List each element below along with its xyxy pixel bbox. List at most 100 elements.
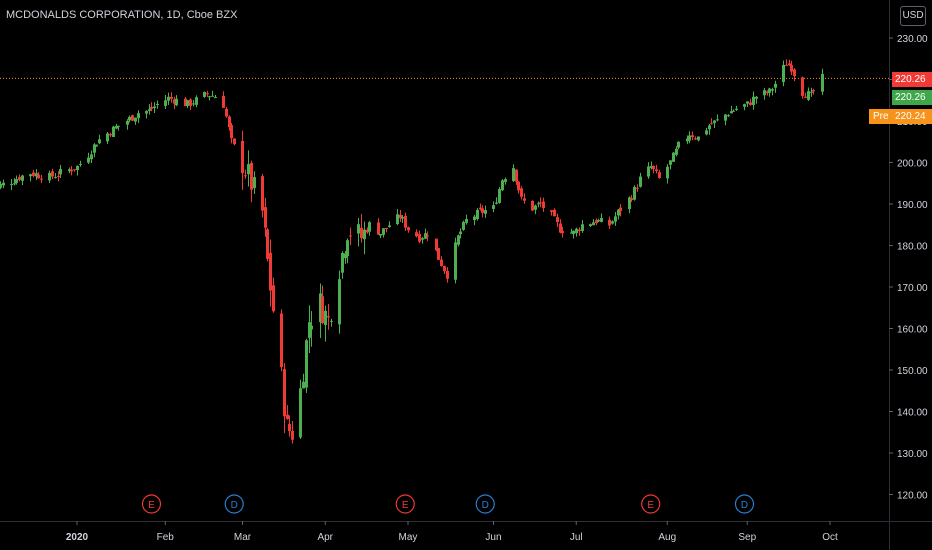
candle-body xyxy=(523,198,526,201)
y-tick-label: 150.00 xyxy=(897,366,928,377)
candle-body xyxy=(793,69,796,77)
candle-body xyxy=(504,179,507,182)
candle-body xyxy=(98,139,101,144)
candle-body xyxy=(677,141,680,148)
candle-body xyxy=(156,103,159,105)
candle-body xyxy=(732,110,735,112)
candle-body xyxy=(595,220,598,224)
candle-body xyxy=(344,253,347,259)
candle-body xyxy=(382,228,385,235)
dividend-marker-label: D xyxy=(482,500,489,511)
candle-body xyxy=(404,215,407,228)
y-tick-label: 170.00 xyxy=(897,283,928,294)
candle-body xyxy=(153,106,156,109)
candle-body xyxy=(561,231,564,234)
candle-body xyxy=(710,123,713,125)
candle-body xyxy=(126,121,129,125)
candle-body xyxy=(785,64,788,66)
candle-body xyxy=(241,140,244,174)
candle-body xyxy=(10,184,13,186)
candle-body xyxy=(628,197,631,210)
candle-body xyxy=(192,103,195,105)
candle-body xyxy=(54,177,57,179)
candle-body xyxy=(578,229,581,231)
candle-body xyxy=(697,136,700,141)
symbol-title[interactable]: MCDONALDS CORPORATION, 1D, Cboe BZX xyxy=(6,9,238,21)
candle-body xyxy=(59,168,62,175)
candle-body xyxy=(512,168,515,182)
candle-body xyxy=(173,99,176,104)
candle-body xyxy=(15,179,18,184)
candle-body xyxy=(517,181,520,191)
x-tick-label: Sep xyxy=(738,532,756,543)
candle-body xyxy=(473,216,476,221)
candle-body xyxy=(385,228,388,230)
candle-body xyxy=(639,176,642,187)
candle-body xyxy=(211,95,214,97)
candle-body xyxy=(291,430,294,440)
x-tick-label: Jul xyxy=(570,532,583,543)
candle-body xyxy=(633,186,636,200)
candle-body xyxy=(310,325,313,330)
candle-body xyxy=(48,172,51,181)
candle-body xyxy=(247,164,250,175)
candle-body xyxy=(713,120,716,124)
candle-body xyxy=(396,214,399,225)
candle-body xyxy=(330,320,333,322)
candle-body xyxy=(305,340,308,388)
candle-body xyxy=(768,88,771,93)
candle-body xyxy=(269,252,272,291)
candle-body xyxy=(266,229,269,259)
candle-body xyxy=(222,95,225,108)
candle-body xyxy=(109,134,112,136)
candle-body xyxy=(341,252,344,273)
candle-body xyxy=(363,229,366,240)
candle-body xyxy=(264,207,267,228)
candle-body xyxy=(29,174,32,177)
candle-body xyxy=(597,219,600,222)
candle-body xyxy=(501,180,504,191)
candle-body xyxy=(208,96,211,98)
candle-body xyxy=(302,381,305,389)
currency-button[interactable]: USD xyxy=(900,6,926,26)
candle-body xyxy=(280,313,283,368)
candle-body xyxy=(115,126,118,129)
candle-body xyxy=(379,233,382,236)
candle-body xyxy=(476,209,479,219)
candle-body xyxy=(708,125,711,130)
candle-body xyxy=(454,242,457,280)
candle-body xyxy=(401,217,404,219)
candle-body xyxy=(440,259,443,266)
candle-body xyxy=(357,224,360,234)
candle-body xyxy=(145,110,148,114)
candle-body xyxy=(167,96,170,101)
candle-body xyxy=(686,138,689,142)
candle-body xyxy=(399,214,402,219)
earnings-marker xyxy=(395,494,415,514)
candle-body xyxy=(479,207,482,210)
y-tick-label: 180.00 xyxy=(897,242,928,253)
candle-body xyxy=(148,109,151,111)
candle-body xyxy=(495,202,498,204)
candle-body xyxy=(743,104,746,107)
candle-body xyxy=(134,117,137,122)
candle-body xyxy=(630,198,633,201)
candle-body xyxy=(73,169,76,171)
x-tick-label: Feb xyxy=(157,532,175,543)
candle-body xyxy=(426,235,429,237)
candle-body xyxy=(128,116,131,121)
candle-body xyxy=(421,238,424,240)
close-price-tag: 220.26 xyxy=(892,90,932,105)
dividend-marker-label: D xyxy=(231,500,238,511)
candle-body xyxy=(752,96,755,105)
candle-body xyxy=(520,188,523,197)
candle-body xyxy=(498,189,501,203)
candle-body xyxy=(250,162,253,190)
candle-body xyxy=(655,169,658,172)
candle-body xyxy=(619,207,622,212)
candle-body xyxy=(321,296,324,324)
candle-body xyxy=(749,102,752,105)
candle-body xyxy=(617,209,620,216)
candle-body xyxy=(592,222,595,226)
